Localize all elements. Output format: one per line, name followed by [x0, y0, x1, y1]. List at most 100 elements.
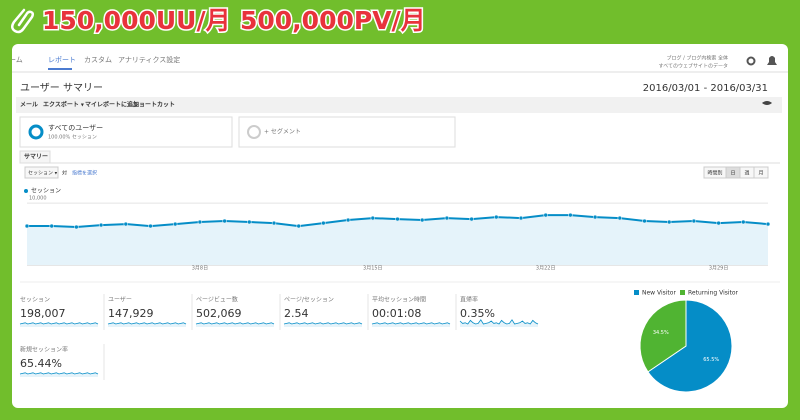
- account-name[interactable]: ブログ / ブログ内検索 全体: [667, 55, 728, 62]
- nav-tab[interactable]: カスタム: [84, 55, 112, 64]
- metric-label: 平均セッション時間: [372, 296, 426, 304]
- x-tick-label: 3月15日: [363, 266, 383, 272]
- banner-text: 500,000PV/月: [240, 6, 426, 35]
- point: [469, 216, 474, 222]
- point: [172, 221, 178, 227]
- metric-value: 198,007: [20, 307, 66, 320]
- point: [494, 214, 499, 220]
- sparkline: [19, 372, 99, 375]
- account-view[interactable]: すべてのウェブサイトのデータ: [659, 63, 728, 70]
- point: [321, 220, 326, 226]
- legend-label: New Visitor: [642, 290, 676, 297]
- point: [617, 215, 623, 221]
- banner-text: 150,000UU/月: [42, 6, 231, 35]
- point: [247, 219, 252, 225]
- point: [49, 223, 54, 229]
- sparkline: [283, 322, 363, 325]
- legend-label: セッション: [31, 188, 61, 195]
- pie-label: 65.5%: [703, 357, 719, 363]
- nav-tab[interactable]: ホーム: [2, 56, 23, 64]
- point: [98, 222, 104, 228]
- metric-select[interactable]: 指標を選択: [72, 170, 97, 177]
- point: [148, 223, 153, 229]
- metric-dropdown[interactable]: [24, 166, 59, 179]
- point: [691, 218, 697, 224]
- toolbar-icon[interactable]: [762, 101, 772, 105]
- y-tick-label: 10,000: [29, 196, 47, 202]
- segment-share: 100.00% セッション: [48, 135, 97, 141]
- metric-label: ページビュー数: [196, 296, 238, 304]
- point: [222, 218, 227, 224]
- x-tick-label: 3月29日: [709, 266, 729, 272]
- area: [27, 215, 768, 265]
- settings-icon[interactable]: [746, 56, 756, 66]
- sparkline: [459, 319, 539, 325]
- point: [197, 219, 203, 225]
- metric-label: ユーザー: [108, 297, 132, 304]
- point: [592, 214, 598, 220]
- point: [419, 217, 425, 223]
- metric-label: 直帰率: [460, 296, 478, 304]
- point: [74, 224, 79, 230]
- toolbar-button[interactable]: ショートカット: [133, 102, 175, 109]
- point: [765, 221, 771, 227]
- sparkline-area: [372, 322, 450, 327]
- point: [666, 219, 672, 225]
- point: [296, 223, 301, 229]
- point: [345, 217, 351, 223]
- point: [741, 219, 746, 225]
- point: [642, 218, 647, 224]
- pie-slice: [647, 299, 733, 393]
- period-label[interactable]: 月: [758, 171, 763, 177]
- period-label[interactable]: 週: [744, 170, 749, 177]
- period-label[interactable]: 日: [730, 171, 735, 177]
- metric-value: 2.54: [284, 307, 309, 320]
- metric-value: 65.44%: [20, 357, 62, 370]
- toolbar-button[interactable]: メール: [20, 102, 38, 109]
- nav-tab[interactable]: レポート: [48, 56, 76, 64]
- pie-slice: [639, 299, 687, 373]
- segment-indicator: [28, 124, 44, 140]
- metric-label: ページ/セッション: [284, 297, 334, 304]
- segment-box[interactable]: [238, 116, 456, 148]
- toolbar-button[interactable]: マイレポートに追加: [85, 101, 139, 109]
- date-range[interactable]: 2016/03/01 - 2016/03/31: [643, 83, 768, 94]
- sparkline-area: [108, 322, 186, 327]
- nav-tab[interactable]: アナリティクス設定: [118, 55, 180, 64]
- point: [271, 220, 277, 226]
- tab-label[interactable]: サマリー: [24, 154, 48, 161]
- point: [370, 215, 376, 221]
- x-tick-label: 3月8日: [192, 266, 208, 272]
- point: [568, 212, 573, 218]
- bell-icon[interactable]: [767, 56, 777, 65]
- metric-label: セッション: [20, 297, 50, 304]
- point: [518, 215, 524, 221]
- point: [24, 223, 30, 229]
- period-label[interactable]: 時間別: [707, 170, 722, 177]
- segment-indicator: [247, 125, 261, 139]
- toolbar-button[interactable]: エクスポート ▾: [43, 101, 84, 109]
- segment-box[interactable]: [19, 116, 233, 148]
- point: [395, 216, 400, 222]
- sparkline-area: [20, 372, 98, 377]
- sparkline: [371, 322, 451, 325]
- period-button[interactable]: [753, 166, 769, 179]
- add-segment[interactable]: + セグメント: [264, 128, 301, 136]
- segment-name: すべてのユーザー: [48, 124, 103, 132]
- metric-label: 新規セッション率: [20, 346, 68, 354]
- point: [716, 220, 721, 226]
- metric-dropdown-label[interactable]: セッション ▾: [28, 171, 58, 177]
- analytics-ui: ホーム レポート カスタム アナリティクス設定 ブログ / ブログ内検索 全体 …: [2, 55, 788, 393]
- vs-label: 対: [62, 170, 67, 177]
- sparkline-area: [196, 322, 274, 327]
- x-tick-label: 3月22日: [536, 266, 556, 272]
- sparkline-area: [460, 319, 538, 327]
- legend-swatch: [680, 290, 685, 295]
- legend-swatch: [634, 290, 639, 295]
- metric-value: 147,929: [108, 307, 154, 320]
- pie-label: 34.5%: [653, 330, 669, 336]
- tab-underline: [48, 68, 72, 70]
- point: [444, 215, 450, 221]
- metric-value: 0.35%: [460, 307, 495, 320]
